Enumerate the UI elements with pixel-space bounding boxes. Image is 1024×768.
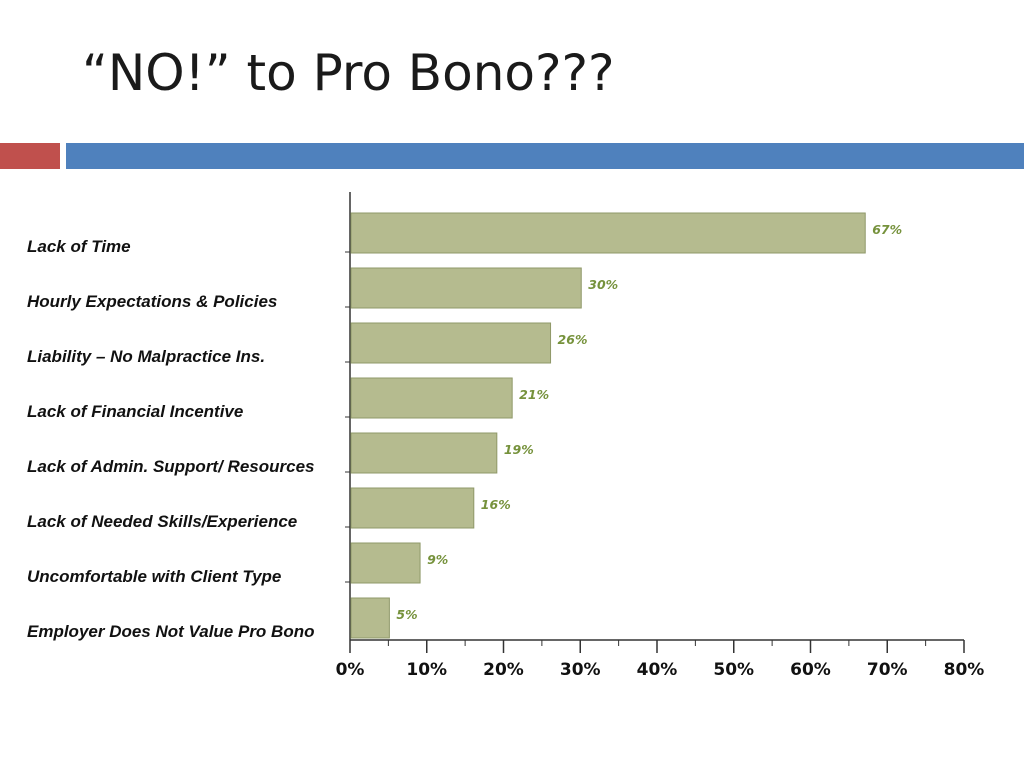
bar <box>350 542 421 584</box>
accent-bar-red <box>0 143 60 169</box>
bar <box>350 432 498 474</box>
category-label: Employer Does Not Value Pro Bono <box>27 622 315 641</box>
bar <box>350 487 475 529</box>
x-tick-label: 80% <box>944 660 985 680</box>
x-tick-label: 40% <box>637 660 678 680</box>
category-label: Lack of Admin. Support/ Resources <box>27 457 315 476</box>
x-tick-label: 60% <box>790 660 831 680</box>
x-tick-label: 0% <box>336 660 365 680</box>
bar-value-label: 9% <box>427 552 448 567</box>
category-label: Uncomfortable with Client Type <box>27 567 282 586</box>
x-tick-label: 10% <box>406 660 447 680</box>
bar-value-label: 21% <box>519 387 549 402</box>
accent-bar-blue <box>66 143 1024 169</box>
bar <box>350 597 390 639</box>
bar-value-label: 5% <box>396 607 417 622</box>
bar-value-label: 19% <box>504 442 534 457</box>
bar <box>350 267 582 309</box>
slide-title: “NO!” to Pro Bono??? <box>82 44 615 102</box>
category-label: Lack of Needed Skills/Experience <box>27 512 298 531</box>
bar <box>350 212 866 254</box>
bar-value-label: 30% <box>588 277 618 292</box>
bar-value-label: 16% <box>481 497 511 512</box>
x-tick-label: 50% <box>713 660 754 680</box>
x-tick-label: 30% <box>560 660 601 680</box>
category-label: Lack of Time <box>27 237 131 256</box>
bar-value-label: 67% <box>872 222 902 237</box>
bar <box>350 322 552 364</box>
x-tick-label: 20% <box>483 660 524 680</box>
category-label: Hourly Expectations & Policies <box>27 292 278 311</box>
category-label: Lack of Financial Incentive <box>27 402 244 421</box>
bar <box>350 377 513 419</box>
category-label: Liability – No Malpractice Ins. <box>27 347 266 366</box>
bar-value-label: 26% <box>558 332 588 347</box>
x-tick-label: 70% <box>867 660 908 680</box>
